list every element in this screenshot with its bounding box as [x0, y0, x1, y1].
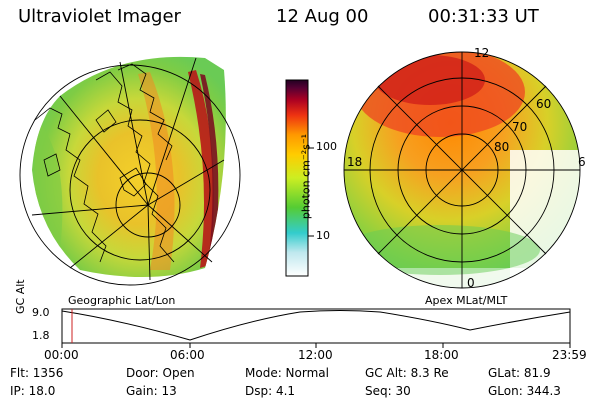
mlt-label-6: 6: [578, 155, 586, 169]
mlt-label-12: 12: [474, 46, 490, 60]
image-date: 12 Aug 00: [276, 6, 369, 27]
colorbar-tick-100: 100: [316, 140, 337, 153]
image-time: 00:31:33 UT: [428, 6, 539, 27]
colorbar-unit: photon cm⁻²s⁻¹: [299, 133, 313, 220]
status-flt: Flt: 1356: [10, 366, 64, 380]
status-gain: Gain: 13: [126, 384, 177, 398]
time-tick-1800: 18:00: [424, 348, 459, 362]
status-gcalt: GC Alt: 8.3 Re: [365, 366, 449, 380]
time-tick-0600: 06:00: [170, 348, 205, 362]
altitude-ytick-9: 9.0: [32, 306, 50, 319]
altitude-ytick-1-8: 1.8: [32, 329, 50, 342]
geographic-label: Geographic Lat/Lon: [68, 294, 176, 307]
status-mode: Mode: Normal: [245, 366, 329, 380]
status-seq: Seq: 30: [365, 384, 411, 398]
mlt-label-0: 0: [467, 276, 475, 290]
time-tick-2359: 23:59: [552, 348, 587, 362]
geo-grid: [19, 57, 241, 286]
status-ip: IP: 18.0: [10, 384, 56, 398]
status-glon: GLon: 344.3: [488, 384, 561, 398]
altitude-plot: [61, 308, 571, 348]
altitude-plot-frame: [61, 308, 571, 344]
apex-label: Apex MLat/MLT: [425, 294, 508, 307]
altitude-ylabel: GC Alt: [14, 279, 27, 314]
mlat-label-70: 70: [512, 120, 528, 134]
apex-image: [343, 51, 581, 289]
geographic-image: [19, 56, 241, 286]
apex-grid: [343, 51, 581, 289]
status-dsp: Dsp: 4.1: [245, 384, 296, 398]
imager-panels: [19, 51, 581, 289]
time-tick-0000: 00:00: [44, 348, 79, 362]
image-title: Ultraviolet Imager: [18, 6, 181, 27]
mlt-label-18: 18: [347, 155, 363, 169]
coastline-lines: [34, 63, 175, 263]
colorbar-tick-10: 10: [316, 229, 330, 242]
mlat-label-60: 60: [536, 97, 552, 111]
status-glat: GLat: 81.9: [488, 366, 551, 380]
altitude-curve: [61, 310, 571, 341]
time-tick-1200: 12:00: [298, 348, 333, 362]
mlat-label-80: 80: [494, 140, 510, 154]
colorbar: [285, 79, 314, 277]
status-door: Door: Open: [126, 366, 195, 380]
